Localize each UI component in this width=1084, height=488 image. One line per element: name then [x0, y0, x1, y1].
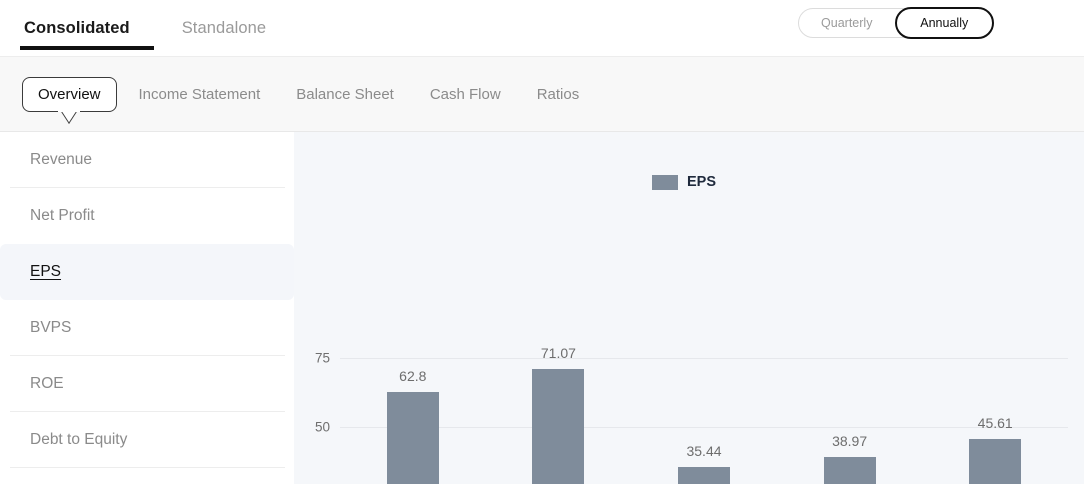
sidebar-item-debt-to-equity[interactable]: Debt to Equity	[0, 412, 294, 468]
sidebar-item-eps-label: EPS	[30, 263, 62, 280]
period-option-annually-label: Annually	[920, 16, 969, 30]
bar-2020[interactable]	[823, 457, 876, 484]
tab-overview-label: Overview	[38, 85, 101, 103]
tab-standalone[interactable]: Standalone	[158, 0, 291, 56]
bar-value-2018: 71.07	[540, 344, 576, 361]
tab-income-statement-label: Income Statement	[138, 85, 261, 103]
legend-label-eps: EPS	[687, 174, 717, 190]
sidebar-item-net-profit-label: Net Profit	[30, 207, 95, 224]
bar-2018[interactable]	[532, 368, 585, 484]
bar-value-2021: 45.61	[977, 415, 1013, 432]
sidebar-item-debt-to-equity-label: Debt to Equity	[30, 431, 128, 448]
tab-income-statement[interactable]: Income Statement	[139, 86, 261, 103]
tab-consolidated-label: Consolidated	[24, 18, 130, 37]
chart-panel: EPS 755025062.8201771.07201835.44201938.…	[294, 132, 1084, 484]
sidebar-item-bvps[interactable]: BVPS	[0, 300, 294, 356]
top-bar: Consolidated Standalone Quarterly Annual…	[0, 0, 1084, 56]
gridline-75	[340, 358, 1068, 359]
bar-value-2020: 38.97	[832, 433, 868, 450]
bar-2021[interactable]	[969, 439, 1022, 484]
tab-overview[interactable]: Overview	[22, 76, 117, 112]
tab-consolidated[interactable]: Consolidated	[0, 0, 158, 56]
tab-balance-sheet[interactable]: Balance Sheet	[296, 86, 394, 103]
tab-ratios-label: Ratios	[536, 85, 580, 103]
y-axis-tick-75: 75	[314, 350, 330, 366]
period-toggle[interactable]: Quarterly Annually	[798, 7, 994, 39]
tab-ratios[interactable]: Ratios	[537, 86, 580, 103]
bar-value-2019: 35.44	[686, 443, 722, 460]
bar-2017[interactable]	[386, 391, 439, 484]
sidebar-item-eps[interactable]: EPS	[0, 244, 294, 300]
eps-bar-chart: 755025062.8201771.07201835.44201938.9720…	[294, 132, 1084, 484]
tab-cash-flow-label: Cash Flow	[429, 85, 501, 103]
sidebar-item-bvps-label: BVPS	[30, 319, 72, 336]
section-tab-strip: Overview Income Statement Balance Sheet …	[0, 56, 1084, 132]
chart-legend: EPS	[652, 174, 716, 190]
tab-cash-flow[interactable]: Cash Flow	[430, 86, 501, 103]
statement-type-tabs: Consolidated Standalone	[0, 0, 290, 56]
sidebar-item-roe-label: ROE	[30, 375, 64, 392]
sidebar-item-revenue-label: Revenue	[30, 151, 93, 168]
metric-sidebar: Revenue Net Profit EPS BVPS ROE Debt to …	[0, 132, 294, 484]
gridline-50	[340, 427, 1068, 428]
period-option-annually[interactable]: Annually	[894, 7, 994, 39]
bar-value-2017: 62.8	[399, 367, 427, 384]
period-option-quarterly[interactable]: Quarterly	[799, 8, 895, 38]
bar-2019[interactable]	[678, 467, 730, 484]
tab-standalone-label: Standalone	[181, 18, 267, 37]
sidebar-item-revenue[interactable]: Revenue	[0, 132, 294, 188]
sidebar-item-roe[interactable]: ROE	[0, 356, 294, 412]
sidebar-item-net-profit[interactable]: Net Profit	[0, 188, 294, 244]
legend-swatch-eps	[652, 174, 678, 190]
tab-balance-sheet-label: Balance Sheet	[296, 85, 394, 103]
body-area: Revenue Net Profit EPS BVPS ROE Debt to …	[0, 132, 1084, 484]
y-axis-tick-50: 50	[314, 419, 330, 435]
period-option-quarterly-label: Quarterly	[821, 16, 873, 30]
